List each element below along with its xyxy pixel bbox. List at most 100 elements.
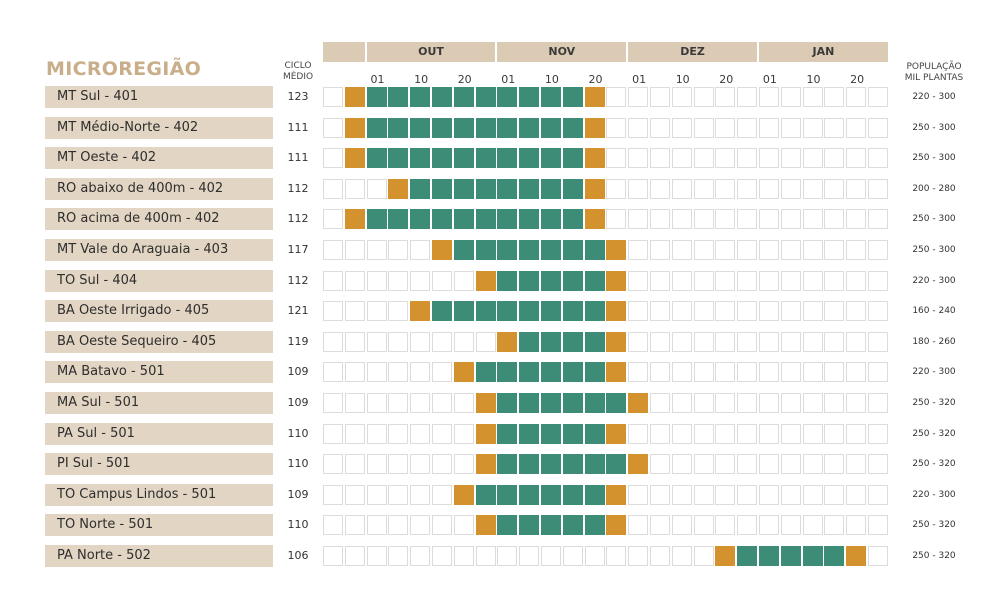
row-label: PA Norte - 502 <box>45 545 273 567</box>
window-cell <box>519 515 540 536</box>
grid-cell <box>432 270 452 291</box>
grid-cell <box>671 546 692 566</box>
window-edge-cell <box>584 148 605 169</box>
grid-cell <box>323 546 343 566</box>
grid-cell <box>628 87 649 107</box>
window-cell <box>759 546 779 566</box>
ciclo-value: 112 <box>287 181 309 195</box>
grid-cell <box>693 209 714 230</box>
month-header-nov: NOV <box>497 42 627 62</box>
grid-cell <box>846 209 867 230</box>
grid-cell <box>388 393 409 413</box>
window-cell <box>475 484 496 505</box>
grid-cell <box>432 362 452 383</box>
window-cell <box>541 117 561 138</box>
window-edge-cell <box>606 240 627 260</box>
grid-cell <box>344 331 365 352</box>
grid-cell <box>868 240 888 260</box>
grid-cell <box>715 209 736 230</box>
grid-cell <box>715 148 736 169</box>
population-value: 220 - 300 <box>912 92 956 102</box>
grid-cell <box>453 270 474 291</box>
window-cell <box>562 515 583 536</box>
window-cell <box>562 270 583 291</box>
grid-cell <box>650 454 670 475</box>
population-value: 220 - 300 <box>912 367 956 378</box>
grid-cell <box>432 423 452 444</box>
window-edge-cell <box>410 301 431 322</box>
window-cell <box>475 362 496 383</box>
window-edge-cell <box>606 484 627 505</box>
window-cell <box>519 240 540 260</box>
grid-cell <box>671 515 692 536</box>
grid-cell <box>824 178 845 199</box>
grid-cell <box>366 515 387 536</box>
window-cell <box>584 515 605 536</box>
grid-cell <box>737 301 758 322</box>
grid-cell <box>715 240 736 260</box>
grid-cell <box>388 484 409 505</box>
ciclo-value: 110 <box>287 426 309 440</box>
row-label: RO acima de 400m - 402 <box>45 208 273 231</box>
population-header-line1: POPULAÇÃO <box>906 62 962 72</box>
grid-cell <box>366 362 387 383</box>
grid-cell <box>671 270 692 291</box>
ciclo-header: CICLO MÉDIO <box>278 61 318 83</box>
grid-cell <box>693 546 714 566</box>
window-edge-cell <box>628 393 649 413</box>
grid-cell <box>824 87 845 107</box>
grid-cell <box>759 270 779 291</box>
window-cell <box>497 454 518 475</box>
grid-cell <box>802 270 823 291</box>
day-tick-nov-20: 20 <box>588 73 603 86</box>
grid-cell <box>780 515 801 536</box>
window-cell <box>541 178 561 199</box>
grid-cell <box>824 270 845 291</box>
grid-cell <box>715 362 736 383</box>
row-label: TO Norte - 501 <box>45 514 273 537</box>
window-cell <box>562 423 583 444</box>
day-tick-out-20: 20 <box>457 73 472 86</box>
grid-cell <box>715 454 736 475</box>
window-cell <box>475 117 496 138</box>
window-cell <box>475 209 496 230</box>
grid-cell <box>868 331 888 352</box>
grid-cell <box>344 270 365 291</box>
window-edge-cell <box>344 148 365 169</box>
window-cell <box>453 178 474 199</box>
window-cell <box>541 209 561 230</box>
window-cell <box>541 362 561 383</box>
grid-cell <box>780 393 801 413</box>
grid-cell <box>693 87 714 107</box>
window-cell <box>475 240 496 260</box>
day-tick-out-01: 01 <box>370 73 385 86</box>
window-cell <box>519 362 540 383</box>
window-cell <box>475 148 496 169</box>
ciclo-value: 112 <box>287 273 309 287</box>
window-cell <box>519 87 540 107</box>
window-cell <box>737 546 758 566</box>
grid-cell <box>671 117 692 138</box>
grid-cell <box>715 515 736 536</box>
grid-cell <box>344 301 365 322</box>
window-cell <box>475 178 496 199</box>
window-cell <box>562 331 583 352</box>
grid-cell <box>388 331 409 352</box>
window-cell <box>584 423 605 444</box>
grid-cell <box>802 331 823 352</box>
population-value: 220 - 300 <box>912 275 956 286</box>
population-value: 250 - 320 <box>912 459 956 470</box>
window-edge-cell <box>344 117 365 138</box>
window-cell <box>519 301 540 322</box>
grid-cell <box>628 240 649 260</box>
window-cell <box>388 209 409 230</box>
window-edge-cell <box>846 546 867 566</box>
grid-cell <box>759 301 779 322</box>
grid-cell <box>868 117 888 138</box>
grid-cell <box>715 393 736 413</box>
grid-cell <box>824 117 845 138</box>
day-tick-out-10: 10 <box>414 73 429 86</box>
window-cell <box>432 117 452 138</box>
grid-cell <box>432 484 452 505</box>
window-cell <box>824 546 845 566</box>
